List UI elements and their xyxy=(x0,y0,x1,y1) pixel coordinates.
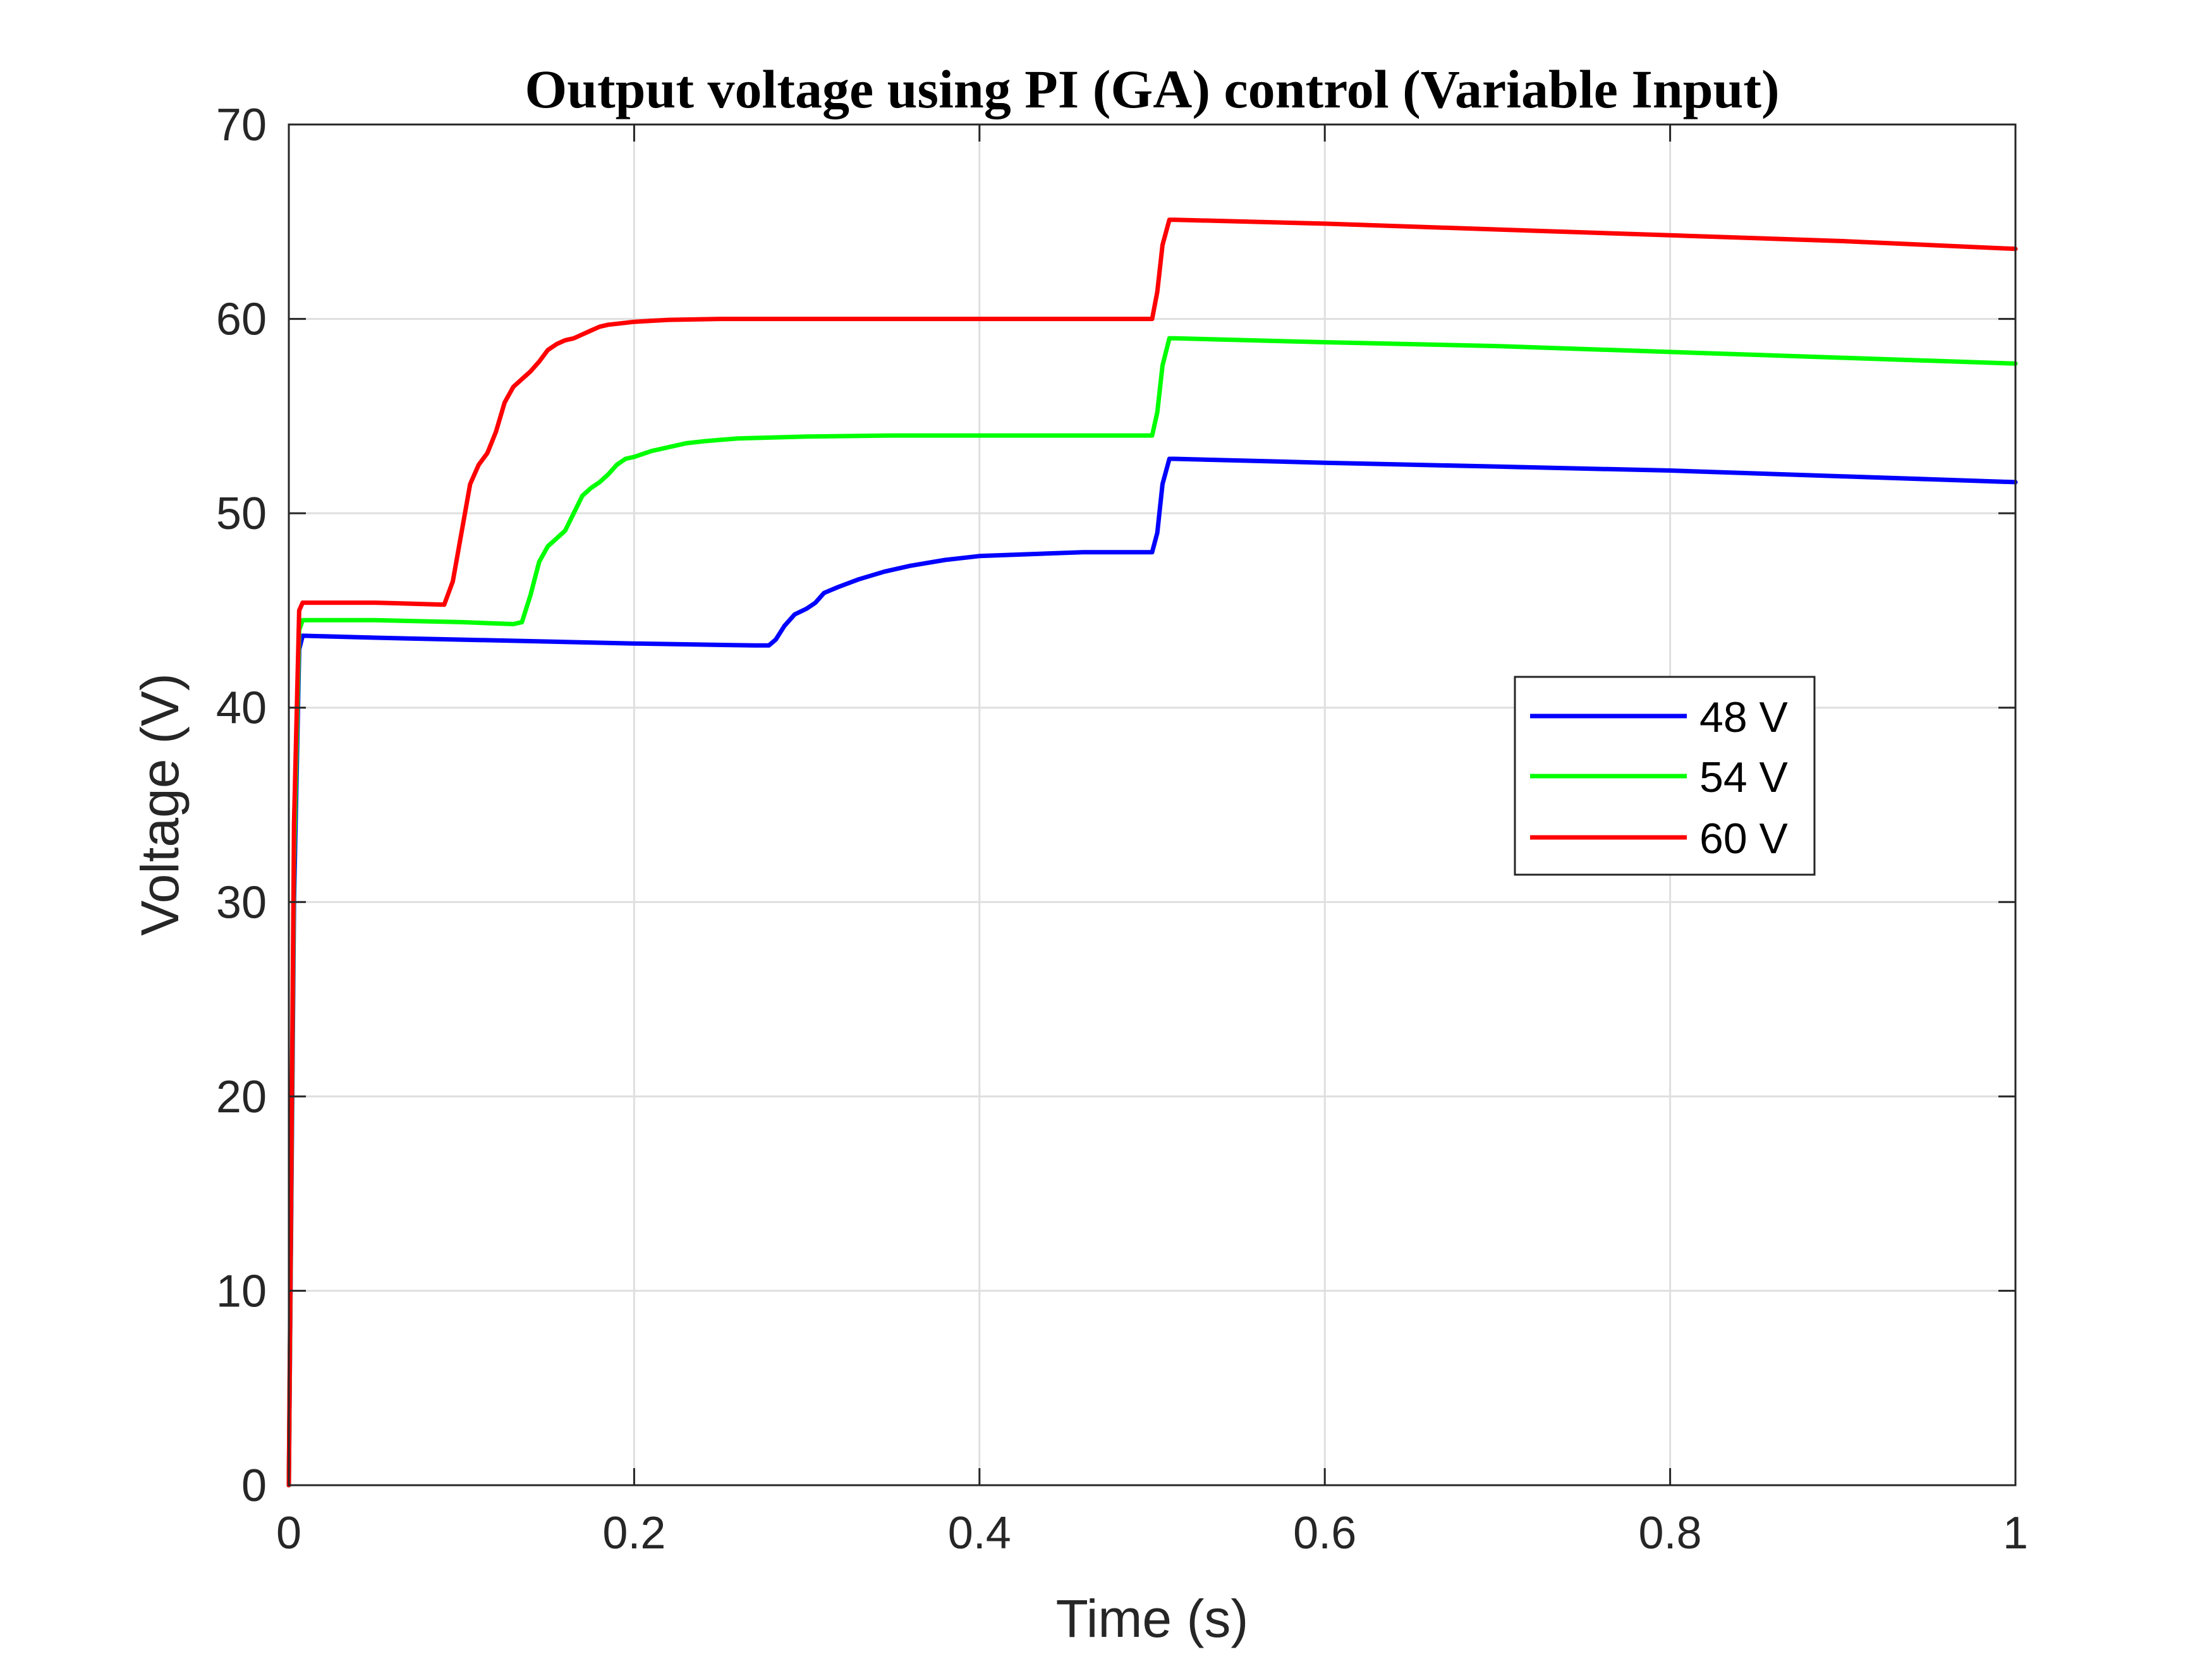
legend: 48 V 54 V 60 V xyxy=(1514,676,1816,876)
y-tick-label: 60 xyxy=(216,295,267,345)
legend-label-48v: 48 V xyxy=(1699,693,1789,741)
ticks xyxy=(288,123,2017,1486)
series-line-48v xyxy=(286,456,2018,1488)
x-tick-label: 0.6 xyxy=(1293,1508,1356,1559)
series-line-60v xyxy=(286,217,2018,1488)
x-tick-label: 0.8 xyxy=(1639,1508,1702,1559)
series-line-54v xyxy=(286,336,2018,1488)
x-tick-label: 1 xyxy=(2003,1508,2028,1559)
legend-label-60v: 60 V xyxy=(1699,815,1789,863)
y-tick-label: 30 xyxy=(216,877,267,928)
y-tick-label: 10 xyxy=(216,1266,267,1316)
y-tick-label: 50 xyxy=(216,489,267,539)
x-tick-label: 0.2 xyxy=(602,1508,665,1559)
series-lines xyxy=(286,217,2018,1488)
x-axis-label: Time (s) xyxy=(1056,1589,1249,1648)
chart-title: Output voltage using PI (GA) control (Va… xyxy=(525,59,1779,119)
x-tick-label: 0 xyxy=(276,1508,301,1559)
y-tick-label: 20 xyxy=(216,1072,267,1122)
y-tick-label: 40 xyxy=(216,683,267,734)
y-tick-label: 70 xyxy=(216,100,267,150)
axes-box xyxy=(288,123,2017,1486)
legend-label-54v: 54 V xyxy=(1699,753,1789,801)
x-tick-label: 0.4 xyxy=(948,1508,1011,1559)
y-axis-label: Voltage (V) xyxy=(130,673,190,936)
y-tick-label: 0 xyxy=(241,1461,267,1511)
